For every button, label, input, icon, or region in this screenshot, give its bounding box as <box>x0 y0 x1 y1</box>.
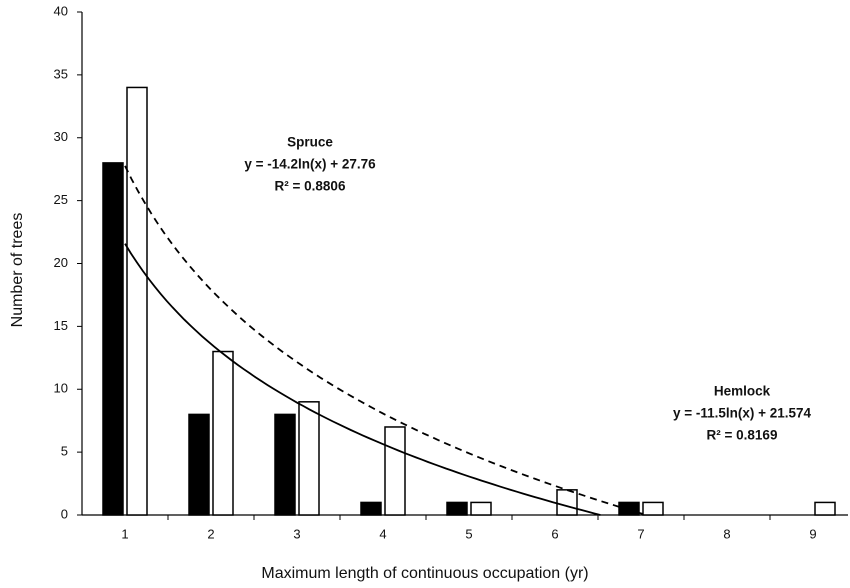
bar <box>642 501 664 516</box>
x-tick-label: 6 <box>551 526 558 541</box>
y-tick-label: 5 <box>61 444 68 459</box>
y-tick-label: 0 <box>61 506 68 521</box>
y-tick-label: 25 <box>54 192 68 207</box>
bar <box>102 162 124 516</box>
trendline <box>124 165 647 516</box>
y-tick-label: 30 <box>54 129 68 144</box>
trend-r2: R² = 0.8806 <box>275 179 346 194</box>
trendline <box>124 243 601 516</box>
y-tick-label: 20 <box>54 255 68 270</box>
trend-equation: y = -11.5ln(x) + 21.574 <box>673 406 812 421</box>
x-tick-label: 4 <box>379 526 386 541</box>
trend-label: Hemlock <box>714 384 771 399</box>
x-tick-label: 9 <box>809 526 816 541</box>
bar <box>814 501 836 516</box>
trend-r2: R² = 0.8169 <box>707 428 778 443</box>
bar <box>446 501 468 516</box>
x-tick-label: 2 <box>207 526 214 541</box>
bar <box>618 501 640 516</box>
y-tick-label: 35 <box>54 66 68 81</box>
bar <box>470 501 492 516</box>
bar <box>384 426 406 516</box>
x-tick-label: 7 <box>637 526 644 541</box>
bar <box>556 489 578 516</box>
x-tick-label: 3 <box>293 526 300 541</box>
x-tick-label: 5 <box>465 526 472 541</box>
y-axis-title: Number of trees <box>9 213 26 328</box>
x-axis-title: Maximum length of continuous occupation … <box>261 565 588 582</box>
x-tick-label: 8 <box>723 526 730 541</box>
y-tick-label: 40 <box>54 3 68 18</box>
x-tick-label: 1 <box>121 526 128 541</box>
bar <box>274 413 296 516</box>
bar <box>360 501 382 516</box>
bar <box>298 401 320 516</box>
y-tick-label: 15 <box>54 318 68 333</box>
trend-label: Spruce <box>287 135 333 150</box>
y-tick-label: 10 <box>54 381 68 396</box>
trend-equation: y = -14.2ln(x) + 27.76 <box>244 157 376 172</box>
bar <box>126 86 148 516</box>
bar <box>212 350 234 516</box>
bar <box>188 413 210 516</box>
